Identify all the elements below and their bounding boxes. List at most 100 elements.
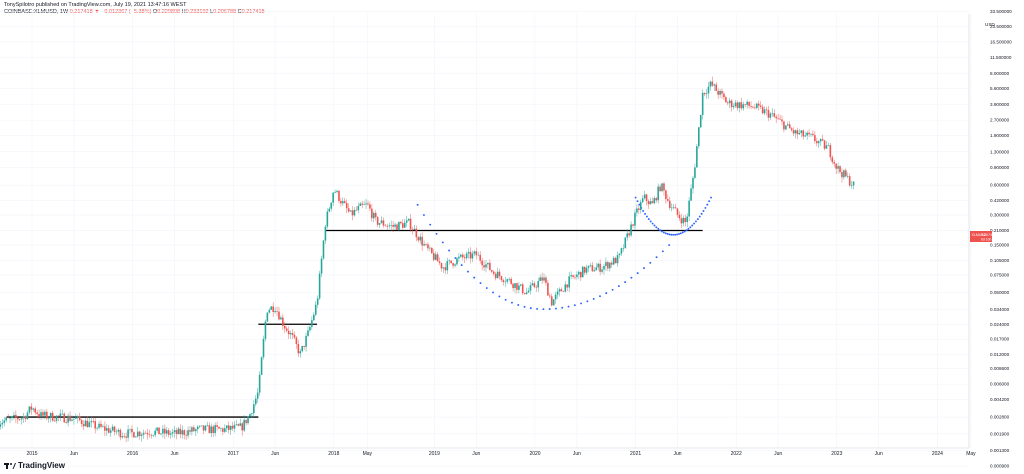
candle	[817, 139, 820, 149]
candle	[630, 221, 632, 237]
candle	[32, 407, 35, 412]
candle	[100, 420, 102, 429]
arc-dot	[630, 276, 633, 279]
candle	[206, 421, 209, 427]
candle	[529, 281, 532, 295]
candle	[357, 202, 360, 214]
candle	[527, 287, 530, 294]
candle	[189, 425, 191, 435]
candle	[804, 132, 807, 137]
candle	[452, 262, 454, 269]
candle	[798, 128, 801, 135]
candle	[278, 306, 280, 321]
candle	[434, 251, 437, 261]
candle	[338, 189, 340, 204]
candle	[736, 100, 739, 111]
candle	[409, 213, 412, 232]
arc-dot	[710, 196, 712, 199]
price-axis[interactable]: 67.50000047.30000033.50000023.50000016.5…	[990, 0, 1012, 469]
candle	[707, 82, 710, 99]
arc-dot	[649, 261, 652, 264]
candle	[46, 408, 48, 421]
price-tick-label: 5.600000	[990, 86, 1010, 91]
candle	[442, 266, 445, 273]
candle	[579, 271, 582, 281]
candle	[345, 199, 348, 214]
candle	[3, 417, 6, 427]
candle	[55, 415, 58, 424]
candle	[343, 197, 346, 204]
arc-dot	[642, 210, 645, 212]
candle	[264, 319, 267, 342]
price-tick-label: 1.900000	[990, 133, 1010, 138]
candle	[670, 203, 673, 212]
candle	[276, 306, 278, 317]
candle	[92, 417, 95, 424]
candle	[181, 425, 184, 439]
candle	[183, 428, 185, 440]
candle	[266, 312, 269, 322]
candle	[562, 290, 565, 292]
candle	[361, 200, 363, 209]
time-axis[interactable]: 2015 Jun 2016 Jun 2017 Jun 2018 May 2019 Jun 2020 J…	[26, 451, 976, 457]
time-tick-label: Jun	[875, 451, 883, 457]
candle	[756, 102, 758, 110]
candle	[694, 163, 696, 180]
candle	[510, 276, 512, 285]
candle	[106, 423, 108, 436]
candle	[711, 76, 714, 87]
candle	[587, 265, 590, 273]
time-tick-label: 2018	[328, 451, 339, 457]
arc-dot	[617, 285, 620, 288]
candle	[471, 250, 474, 262]
candle	[599, 259, 601, 276]
candle	[9, 415, 11, 424]
candle	[833, 159, 836, 168]
candle	[57, 415, 60, 422]
arc-dot	[422, 214, 425, 216]
tradingview-logo[interactable]: TradingView	[4, 461, 65, 470]
symbol-label: COINBASE:XLMUSD, 1W	[4, 9, 69, 15]
candle	[98, 420, 100, 430]
candle	[229, 425, 232, 435]
candle	[616, 251, 619, 267]
candle	[367, 200, 369, 206]
arc-dot	[681, 231, 684, 234]
candle	[816, 137, 818, 147]
candle	[400, 220, 402, 225]
candle	[852, 181, 855, 190]
candle	[204, 424, 207, 432]
candle	[5, 416, 8, 423]
candle	[837, 162, 839, 174]
price-tick-label: 0.105000	[990, 258, 1010, 263]
candle	[725, 95, 727, 103]
candle	[196, 425, 199, 433]
candle	[454, 263, 456, 268]
candle	[516, 282, 518, 294]
close-value: 0.217418	[241, 9, 265, 15]
candle	[545, 275, 547, 286]
time-tick-label: Jun	[70, 451, 78, 457]
candle	[231, 421, 234, 431]
candle	[436, 251, 439, 262]
candle	[680, 213, 683, 229]
arc-dot	[492, 291, 495, 294]
price-tick-label: 8.000000	[990, 71, 1010, 76]
candle	[44, 409, 46, 420]
candle	[419, 233, 422, 244]
candle	[609, 262, 611, 272]
candle	[479, 251, 481, 264]
candle	[154, 427, 156, 438]
candle	[672, 203, 675, 210]
candle	[179, 424, 182, 439]
arc-dot	[661, 250, 664, 253]
candle	[481, 257, 483, 271]
candle	[550, 293, 553, 307]
time-tick-label: Jun	[573, 451, 581, 457]
candle	[394, 222, 396, 231]
candle	[461, 252, 464, 261]
arc-dot	[548, 308, 551, 310]
arc-dot	[645, 215, 648, 218]
candle	[152, 434, 155, 437]
